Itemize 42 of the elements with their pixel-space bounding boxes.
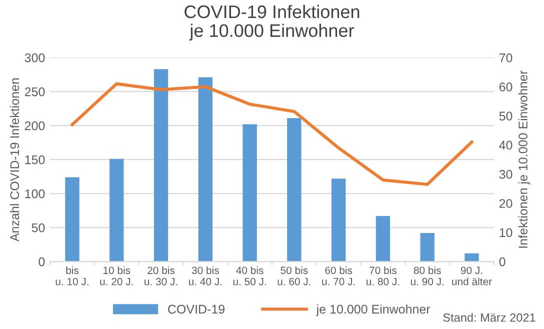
y2-axis-title: Infektionen je 10.000 Einwohner bbox=[518, 70, 530, 248]
y2-tick-label: 30 bbox=[499, 170, 512, 179]
y2-tick-label: 60 bbox=[499, 82, 512, 92]
x-tick-label: 50 bis u. 60 J. bbox=[278, 266, 310, 286]
chart-title: COVID-19 Infektionen je 10.000 Einwohner bbox=[184, 4, 360, 41]
y-tick-label: 100 bbox=[25, 189, 45, 198]
x-tick-label: 60 bis u. 70 J. bbox=[322, 266, 355, 286]
x-tick-label: 90 J. und älter bbox=[452, 266, 492, 286]
y2-tick-label: 70 bbox=[499, 53, 512, 62]
line-series bbox=[70, 82, 474, 186]
y2-tick-label: 20 bbox=[499, 199, 512, 208]
text: Stand: März 2021 bbox=[443, 313, 536, 322]
bar bbox=[331, 178, 346, 262]
bar bbox=[198, 77, 213, 262]
x-tick-label: 10 bis u. 20 J. bbox=[100, 266, 133, 286]
x-tick-label: 40 bis u. 50 J. bbox=[233, 266, 266, 286]
bar bbox=[65, 177, 80, 262]
legend-label: COVID-19 bbox=[168, 304, 225, 314]
y-tick-label: 200 bbox=[24, 121, 45, 130]
y-tick-label: 0 bbox=[38, 257, 45, 266]
x-tick-label: 20 bis u. 30 J. bbox=[144, 266, 178, 286]
x-tick-label: 70 bis u. 80 J. bbox=[366, 266, 400, 286]
bar bbox=[154, 69, 168, 262]
x-tick-label: 80 bis u. 90 J. bbox=[410, 266, 444, 286]
y-axis-title: Anzahl COVID-19 Infektionen bbox=[10, 78, 20, 242]
bar bbox=[464, 253, 479, 262]
bar bbox=[420, 233, 434, 262]
y-tick-label: 250 bbox=[24, 87, 45, 96]
bar bbox=[287, 118, 302, 262]
legend-label: je 10.000 Einwohner bbox=[316, 304, 430, 316]
bar bbox=[110, 158, 124, 262]
y2-tick-label: 0 bbox=[499, 257, 506, 266]
y2-tick-label: 40 bbox=[499, 140, 512, 150]
y-tick-label: 150 bbox=[25, 155, 45, 164]
x-tick-label: 30 bis u. 40 J. bbox=[189, 266, 222, 286]
x-tick-label: bis u. 10 J. bbox=[56, 266, 88, 286]
y2-tick-label: 50 bbox=[499, 112, 512, 121]
bar bbox=[376, 216, 390, 262]
y2-tick-label: 10 bbox=[500, 228, 512, 238]
y-tick-label: 50 bbox=[32, 223, 45, 232]
bar bbox=[242, 124, 257, 262]
y-tick-label: 300 bbox=[24, 53, 45, 62]
